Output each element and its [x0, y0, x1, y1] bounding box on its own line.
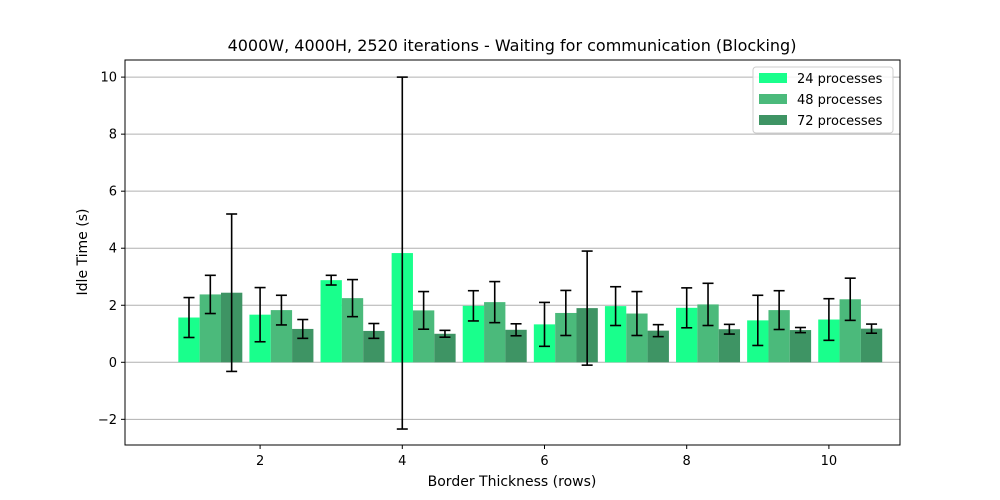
legend: 24 processes 48 processes 72 processes [752, 66, 894, 134]
bar [412, 310, 435, 363]
y-tick-label: 2 [109, 299, 117, 314]
y-tick-label: 0 [109, 356, 117, 371]
plot-frame [124, 59, 901, 446]
y-tick-label: 6 [109, 185, 117, 200]
legend-swatch [759, 115, 787, 125]
legend-box [752, 66, 894, 134]
bar [434, 333, 456, 363]
bar [676, 307, 698, 363]
y-axis-ticks: −2 0 2 4 6 8 10 [98, 71, 125, 428]
x-tick-label: 8 [683, 454, 691, 469]
bar [270, 310, 293, 363]
error-bars [183, 76, 878, 430]
y-tick-label: 10 [100, 71, 117, 86]
legend-swatch [759, 94, 787, 104]
y-tick-label: −2 [98, 413, 117, 428]
x-tick-label: 10 [821, 454, 838, 469]
bar [199, 294, 221, 363]
y-tick-label: 4 [109, 242, 117, 257]
bars [178, 253, 883, 363]
bar [320, 280, 342, 363]
legend-label: 24 processes [797, 72, 883, 87]
y-axis-label: Idle Time (s) [75, 209, 91, 296]
bar [505, 329, 527, 363]
bar [341, 298, 364, 363]
bar [839, 299, 861, 363]
legend-label: 48 processes [797, 93, 883, 108]
bar [626, 313, 648, 363]
bar [484, 302, 506, 363]
bar [178, 317, 200, 363]
x-tick-label: 2 [256, 454, 264, 469]
legend-label: 72 processes [797, 114, 883, 129]
bar [697, 304, 719, 363]
bar [860, 328, 883, 363]
bar [555, 312, 577, 363]
bar [718, 329, 741, 363]
bar [768, 310, 790, 363]
bar [647, 330, 669, 363]
chart-title: 4000W, 4000H, 2520 iterations - Waiting … [228, 36, 797, 55]
bar [292, 328, 314, 363]
y-tick-label: 8 [109, 128, 117, 143]
bar [604, 306, 627, 363]
x-tick-label: 4 [398, 454, 406, 469]
x-axis-label: Border Thickness (rows) [428, 474, 597, 490]
x-tick-label: 6 [540, 454, 548, 469]
legend-swatch [759, 73, 787, 83]
bar [462, 305, 485, 363]
x-axis-ticks: 2 4 6 8 10 [256, 445, 837, 469]
bar [789, 330, 812, 363]
